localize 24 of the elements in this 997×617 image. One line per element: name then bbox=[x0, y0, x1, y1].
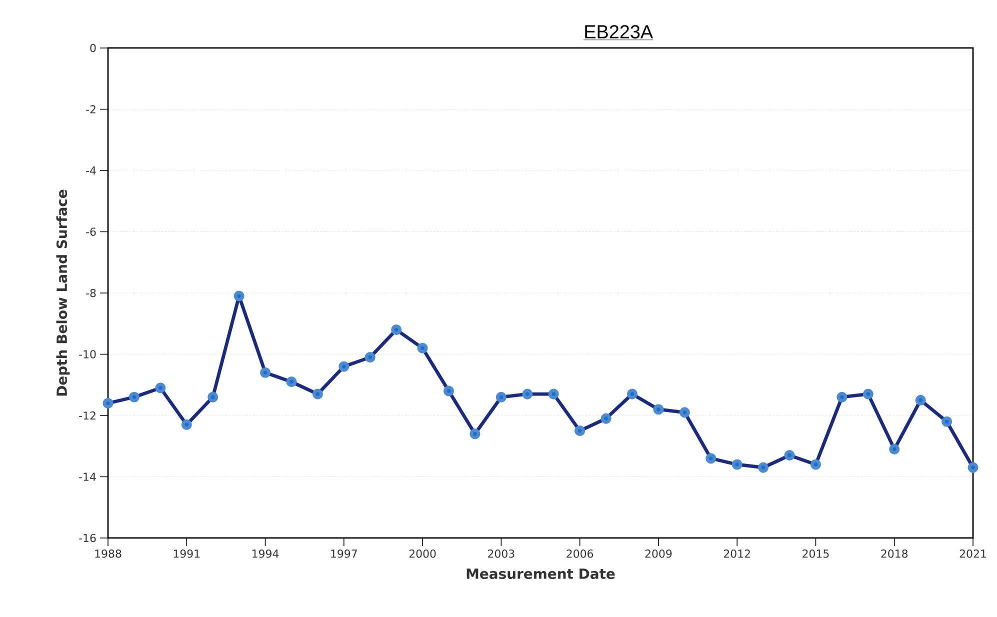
y-tick-label: 0 bbox=[90, 44, 96, 52]
x-tick-label: 1994 bbox=[252, 550, 279, 558]
x-tick-label: 1988 bbox=[95, 550, 122, 558]
y-tick-label: -14 bbox=[79, 472, 96, 481]
x-tick-label: 2003 bbox=[488, 550, 514, 558]
x-tick-label: 2012 bbox=[724, 550, 750, 558]
x-tick-label: 2021 bbox=[960, 550, 986, 558]
x-tick-label: 1997 bbox=[331, 550, 357, 558]
y-axis-title: Depth Below Land Surface bbox=[56, 190, 70, 396]
y-tick-label: -8 bbox=[86, 288, 96, 298]
y-tick-label: -16 bbox=[79, 534, 96, 542]
y-tick-label: -4 bbox=[86, 166, 96, 174]
y-tick-label: -6 bbox=[86, 228, 96, 236]
x-tick-label: 2009 bbox=[645, 550, 672, 558]
y-tick-label: -12 bbox=[79, 411, 96, 420]
chart-title: EB223A bbox=[585, 25, 654, 38]
x-tick-label: 1991 bbox=[174, 550, 200, 558]
x-tick-label: 2015 bbox=[802, 550, 829, 558]
y-tick-label: -10 bbox=[79, 350, 96, 358]
x-tick-label: 2000 bbox=[409, 550, 436, 558]
x-tick-label: 2006 bbox=[566, 550, 594, 558]
x-tick-label: 2018 bbox=[881, 550, 908, 558]
y-tick-label: -2 bbox=[86, 105, 96, 114]
x-axis-title: Measurement Date bbox=[466, 568, 615, 580]
